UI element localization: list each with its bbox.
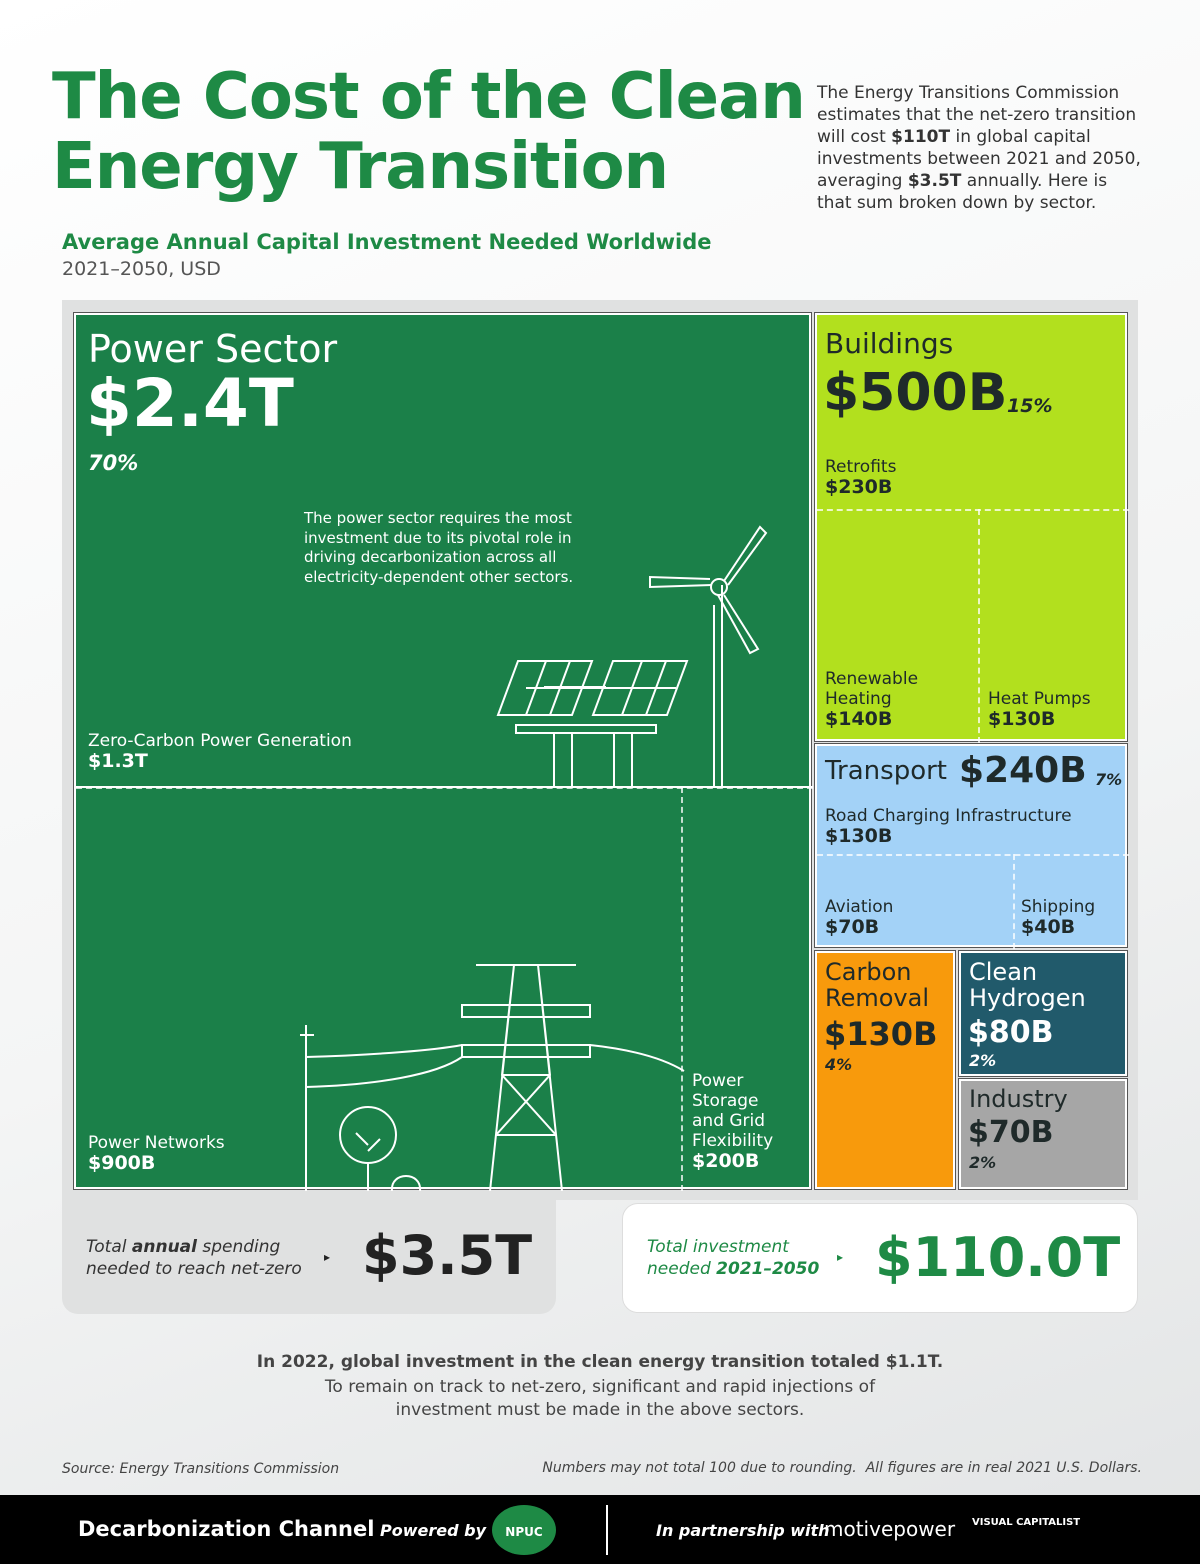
sector-share: 7% [1095,770,1123,789]
sector-value: $130B [824,1015,938,1053]
arrow: ▸ [324,1250,331,1264]
sector-share: 2% [969,1051,997,1070]
subsector-name: Retrofits [825,457,897,477]
divider [817,854,1129,856]
divider [978,509,980,743]
subsector-value: $70B [825,916,880,938]
sector-value: $2.4T [86,365,294,442]
period: 2021–2050, USD [62,258,221,280]
subsector: Zero-Carbon Power Generation $1.3T [88,731,352,771]
subsector: Power Storage and Grid Flexibility $200B [692,1071,792,1171]
sector-share: 2% [969,1153,997,1172]
industry-sector: Industry $70B 2% [958,1078,1128,1190]
disclaimer: Numbers may not total 100 due to roundin… [542,1460,1142,1476]
description: The Energy Transitions Commission estima… [817,82,1147,214]
conclusion-text: To remain on track to net-zero, signific… [324,1377,876,1420]
text: in global capital investments between 20… [817,127,1141,191]
subsector-value: $130B [825,825,893,847]
total-value: $110.0T [875,1226,1121,1289]
title-line: The Cost of the Clean [52,60,806,134]
title: The Cost of the Clean Energy Transition [52,60,806,204]
partner-logo: VISUAL CAPITALIST [972,1517,1081,1528]
total-label: Total investment needed 2021–2050 [647,1236,827,1280]
sector-name: Transport [825,756,948,786]
sector-value: $70B [968,1115,1054,1150]
carbon-sector: Carbon Removal $130B 4% [814,950,956,1190]
text: $110T [891,127,951,147]
sector-share: 4% [825,1055,853,1074]
text: spending needed to reach net-zero [86,1237,302,1279]
subsector-name: Heat Pumps [988,689,1091,709]
sector-name: Power Sector [88,327,338,371]
npuc-logo: NPUC [492,1505,556,1555]
sector-value: $80B [968,1015,1054,1050]
subsector: Road Charging Infrastructure $130B [825,806,1072,846]
annual-total: Total annual spending needed to reach ne… [62,1200,556,1314]
conclusion: In 2022, global investment in the clean … [0,1352,1200,1422]
subsector-name: Road Charging Infrastructure [825,806,1072,826]
subsector-value: $200B [692,1150,760,1172]
subsector: Aviation $70B [825,897,893,937]
source: Source: Energy Transitions Commission [62,1461,340,1477]
subsector-name: Power Networks [88,1133,225,1153]
sector-value: $500B [823,363,1008,423]
subsector-name: Power Storage and Grid Flexibility [692,1071,774,1151]
title-line: Energy Transition [52,130,669,204]
subsector-name: Aviation [825,897,894,917]
subsector-value: $1.3T [88,750,148,772]
subsector-value: $230B [825,476,893,498]
text: annually. Here is that sum broken down b… [817,171,1108,213]
divider [681,787,683,1191]
text: $3.5T [907,171,962,191]
subsector-name: Renewable Heating [825,669,919,709]
total-label: Total annual spending needed to reach ne… [86,1236,306,1280]
transport-sector: Transport $240B 7% Road Charging Infrast… [814,743,1129,949]
subsector-value: $900B [88,1152,156,1174]
sector-share: 70% [88,451,139,475]
subsector-value: $40B [1021,916,1076,938]
hydrogen-sector: Clean Hydrogen $80B 2% [958,950,1128,1077]
buildings-sector: Buildings $500B 15% Retrofits $230B Renew… [814,312,1129,743]
sector-share: 15% [1007,395,1053,417]
total-value: $3.5T [362,1224,533,1287]
subsector-value: $130B [988,708,1056,730]
subsector: Retrofits $230B [825,457,896,497]
footer: Decarbonization Channel Powered by NPUC … [0,1495,1200,1564]
sector-name: Buildings [825,327,954,360]
subsector: Shipping $40B [1021,897,1095,937]
arrow: ▸ [837,1250,844,1264]
power-sector: Power Sector $2.4T 70% The power sector … [73,312,813,1191]
sector-value: $240B [959,750,1087,791]
text: Total investment needed [647,1237,789,1279]
partner-logo: motivepower [824,1517,956,1541]
subsector-value: $140B [825,708,893,730]
subsector: Heat Pumps $130B [988,689,1091,729]
separator [606,1505,608,1555]
sector-name: Clean Hydrogen [969,958,1086,1012]
text: annual [131,1237,197,1257]
text: The Energy Transitions Commission estima… [817,83,1137,147]
overall-total: Total investment needed 2021–2050 ▸ $110… [622,1203,1138,1313]
divider [817,509,1129,511]
subsector-name: Zero-Carbon Power Generation [88,731,352,751]
text: 2021–2050 [716,1259,820,1279]
divider [76,787,813,789]
subsector-name: Shipping [1021,897,1096,917]
brand: Decarbonization Channel [78,1517,375,1541]
partnership: In partnership with [656,1521,830,1540]
divider [1013,854,1015,949]
text: Total [86,1237,132,1257]
sector-name: Carbon Removal [825,958,930,1012]
conclusion-headline: In 2022, global investment in the clean … [256,1352,944,1372]
subsector: Power Networks $900B [88,1133,225,1173]
subsector: Renewable Heating $140B [825,669,935,729]
powered-by: Powered by [380,1521,486,1540]
illustration [76,525,813,1191]
subtitle: Average Annual Capital Investment Needed… [62,230,712,254]
sector-name: Industry [969,1085,1068,1113]
note: The power sector requires the most inves… [304,509,574,586]
